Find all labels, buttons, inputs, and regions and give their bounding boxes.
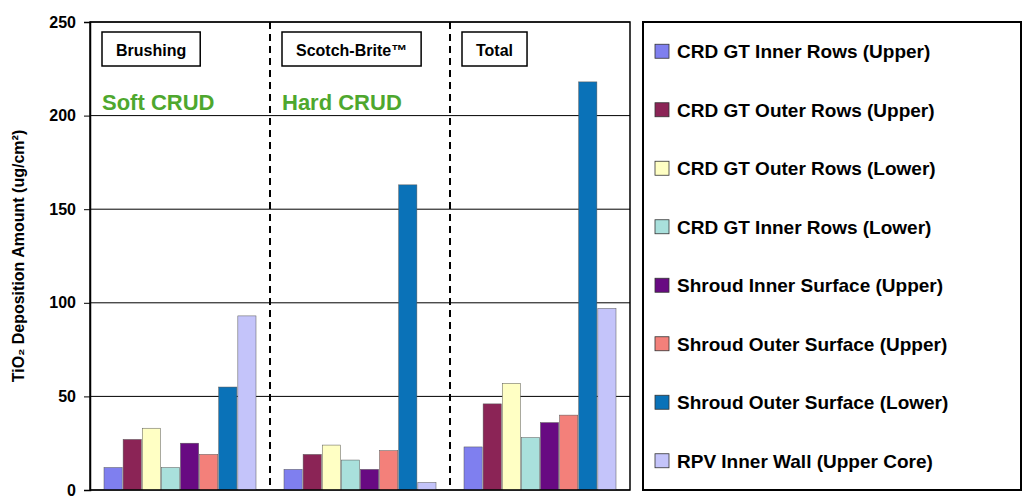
bar xyxy=(303,454,321,490)
bar xyxy=(200,454,218,490)
bar-series xyxy=(200,415,578,490)
bar xyxy=(540,423,558,490)
legend-label: Shroud Outer Surface (Lower) xyxy=(677,392,948,413)
y-axis-title: TiO₂ Deposition Amount (ug/cm²) xyxy=(10,130,27,382)
legend-label: CRD GT Inner Rows (Lower) xyxy=(677,217,931,238)
bar-series xyxy=(142,383,520,490)
plot-frame xyxy=(90,22,630,490)
y-tick-mark xyxy=(84,396,90,397)
legend-swatch xyxy=(655,337,669,351)
bar xyxy=(180,443,198,490)
y-tick: 150 xyxy=(49,201,90,218)
y-tick: 100 xyxy=(49,294,90,311)
y-tick-mark xyxy=(84,22,90,23)
bar-series xyxy=(180,423,558,490)
y-tick-label: 150 xyxy=(49,201,76,218)
bar-series xyxy=(104,447,482,490)
bar xyxy=(502,383,520,490)
bar-series xyxy=(123,404,501,490)
bar xyxy=(322,445,340,490)
y-tick-mark xyxy=(84,116,90,117)
bar xyxy=(483,404,501,490)
legend-swatch xyxy=(655,103,669,117)
bar-series xyxy=(161,438,539,490)
bar xyxy=(161,468,179,490)
bar xyxy=(560,415,578,490)
annotation: Hard CRUD xyxy=(282,90,402,115)
legend-label: Shroud Inner Surface (Upper) xyxy=(677,275,943,296)
y-axis-line xyxy=(84,23,91,491)
y-tick-label: 200 xyxy=(49,107,76,124)
category-box xyxy=(462,32,527,66)
bar xyxy=(123,439,141,490)
group-separator xyxy=(269,22,271,490)
separators xyxy=(270,22,450,490)
bar xyxy=(142,428,160,490)
legend-swatch xyxy=(655,278,669,292)
grid-line xyxy=(90,115,630,116)
bar-series xyxy=(238,308,616,490)
legend-label: CRD GT Outer Rows (Lower) xyxy=(677,158,936,179)
y-tick: 0 xyxy=(67,482,90,499)
y-tick-label: 100 xyxy=(49,294,76,311)
legend-box xyxy=(643,22,1021,490)
category-box xyxy=(102,32,200,66)
legend-swatch xyxy=(655,44,669,58)
category-label: Brushing xyxy=(116,42,186,59)
legend-label: Shroud Outer Surface (Upper) xyxy=(677,334,947,355)
bars xyxy=(104,82,616,490)
y-tick-mark xyxy=(84,490,90,491)
bar xyxy=(341,460,359,490)
group-separator xyxy=(449,22,451,490)
chart: 0 50 100 150 200 250 Brushing Scotch-Brite™ Tota… xyxy=(0,0,1033,503)
y-tick: 200 xyxy=(49,107,90,124)
bar xyxy=(360,469,378,490)
category-label: Scotch-Brite™ xyxy=(296,42,407,59)
category-label: Total xyxy=(476,42,513,59)
category-box xyxy=(282,32,421,66)
legend-swatch xyxy=(655,220,669,234)
bar xyxy=(399,185,417,490)
y-tick-mark xyxy=(84,209,90,210)
y-tick-label: 50 xyxy=(58,388,76,405)
legend-swatch xyxy=(655,454,669,468)
bar xyxy=(579,82,597,490)
bar-series xyxy=(219,82,597,490)
legend-label: CRD GT Inner Rows (Upper) xyxy=(677,41,930,62)
legend-swatch xyxy=(655,161,669,175)
legend-label: RPV Inner Wall (Upper Core) xyxy=(677,451,933,472)
bar xyxy=(464,447,482,490)
annotation: Soft CRUD xyxy=(102,90,214,115)
grid xyxy=(90,22,630,490)
grid-line xyxy=(90,302,630,303)
bar xyxy=(219,387,237,490)
bar xyxy=(521,438,539,490)
bar xyxy=(598,308,616,490)
bar xyxy=(238,316,256,490)
category-labels: Brushing Scotch-Brite™ Total xyxy=(102,32,527,66)
bar xyxy=(284,469,302,490)
y-tick: 50 xyxy=(58,388,90,405)
bar xyxy=(104,468,122,490)
legend-swatch xyxy=(655,395,669,409)
y-tick-mark xyxy=(84,303,90,304)
y-tick: 250 xyxy=(49,14,90,31)
y-tick-label: 0 xyxy=(67,482,76,499)
bar xyxy=(380,451,398,490)
plot: 0 50 100 150 200 250 Brushing Scotch-Brite™ Tota… xyxy=(49,14,630,499)
y-axis: 0 50 100 150 200 250 xyxy=(49,14,90,499)
legend: CRD GT Inner Rows (Upper) CRD GT Outer Ro… xyxy=(643,22,1021,490)
grid-line xyxy=(90,209,630,210)
grid-line xyxy=(90,396,630,397)
bar xyxy=(418,483,436,490)
legend-label: CRD GT Outer Rows (Upper) xyxy=(677,100,935,121)
y-tick-label: 250 xyxy=(49,14,76,31)
